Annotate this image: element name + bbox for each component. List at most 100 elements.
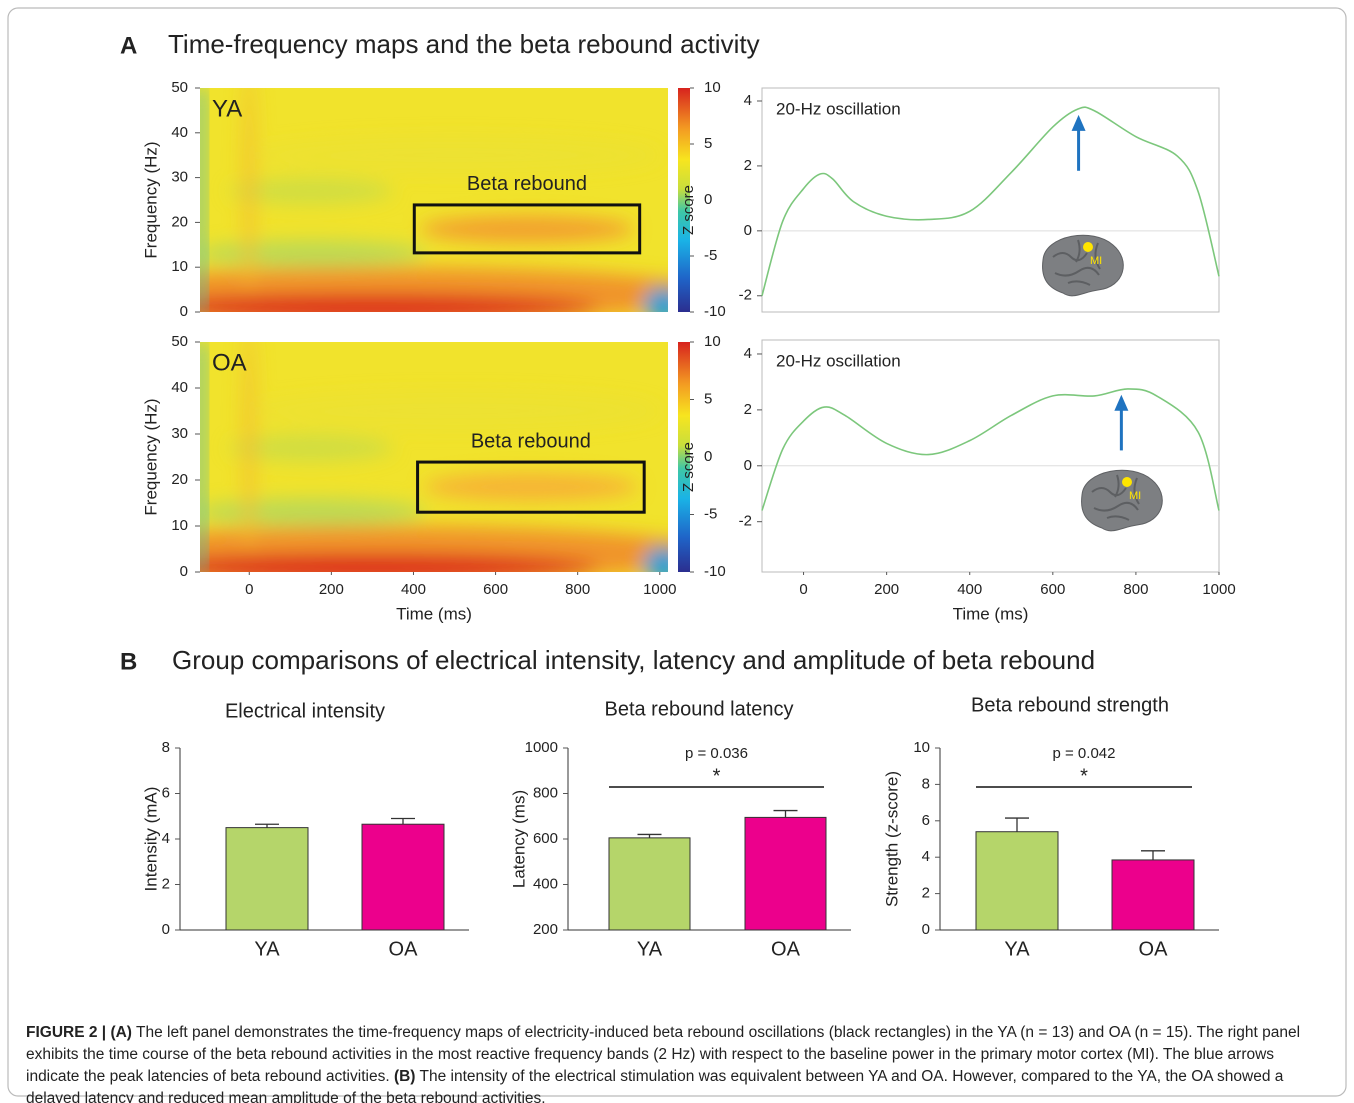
colorbar-tick-label: -10 bbox=[704, 563, 726, 580]
x-axis-label: Time (ms) bbox=[953, 604, 1029, 623]
region-label: MI bbox=[1129, 490, 1141, 502]
heatmap bbox=[200, 88, 668, 312]
brain bbox=[1081, 469, 1163, 532]
box bbox=[412, 203, 642, 255]
colorbar-tick-label: 0 bbox=[704, 448, 712, 465]
y-tick-label: 8 bbox=[162, 739, 170, 756]
y-tick-label: 2 bbox=[744, 401, 752, 418]
region-dot bbox=[1122, 477, 1132, 487]
heatmap-region bbox=[200, 553, 599, 572]
y-tick-label: 50 bbox=[171, 79, 188, 96]
x-tick-label: YA bbox=[1004, 938, 1030, 960]
y-tick-label: 50 bbox=[171, 333, 188, 350]
colorbar bbox=[678, 88, 690, 312]
y-tick-label: -2 bbox=[739, 287, 752, 304]
y-tick-label: 6 bbox=[162, 784, 170, 801]
box bbox=[416, 460, 646, 514]
y-tick-label: 4 bbox=[162, 830, 170, 847]
group-label: YA bbox=[212, 95, 242, 122]
heatmap-region bbox=[200, 240, 426, 268]
significance-marker: * bbox=[1080, 765, 1088, 787]
caption-text: The left panel demonstrates the time-fre… bbox=[26, 1024, 1301, 1085]
bar bbox=[608, 837, 691, 931]
colorbar-tick-label: 10 bbox=[704, 333, 721, 350]
colorbar-tick-label: -5 bbox=[704, 505, 717, 522]
y-tick-label: 4 bbox=[922, 848, 930, 865]
bar bbox=[744, 816, 827, 931]
arrow-head bbox=[1071, 114, 1086, 131]
error-bar bbox=[1141, 850, 1165, 860]
box-label: Beta rebound bbox=[467, 173, 587, 195]
y-tick-label: 200 bbox=[533, 921, 558, 938]
y-tick-label: 40 bbox=[171, 124, 188, 141]
brain bbox=[1042, 234, 1124, 297]
y-tick-label: 10 bbox=[171, 258, 188, 275]
figure-border bbox=[7, 7, 1347, 1097]
x-tick-label: 400 bbox=[957, 581, 982, 598]
heatmap-blobs bbox=[200, 342, 668, 572]
x-tick-label: 200 bbox=[319, 581, 344, 598]
region-label: MI bbox=[1090, 255, 1102, 267]
y-tick-label: 0 bbox=[180, 303, 188, 320]
y-axis-label: Strength (z-score) bbox=[882, 771, 901, 907]
colorbar-tick-label: -5 bbox=[704, 247, 717, 264]
y-axis-label: Latency (ms) bbox=[509, 790, 528, 888]
heatmap-region bbox=[241, 88, 257, 290]
group-label: OA bbox=[212, 349, 247, 376]
bar bbox=[225, 827, 309, 931]
y-tick-label: 2 bbox=[744, 157, 752, 174]
plot-frame bbox=[761, 87, 1220, 313]
y-tick-label: 20 bbox=[171, 471, 188, 488]
x-tick-label: 800 bbox=[565, 581, 590, 598]
significance-marker: * bbox=[713, 765, 721, 787]
panel-title: Group comparisons of electrical intensit… bbox=[172, 645, 1095, 675]
y-tick-label: 6 bbox=[922, 812, 930, 829]
y-tick-label: 10 bbox=[171, 517, 188, 534]
heatmap bbox=[200, 342, 668, 572]
y-tick-label: 400 bbox=[533, 875, 558, 892]
error-bar bbox=[637, 833, 662, 838]
x-tick-label: 600 bbox=[1040, 581, 1065, 598]
error-bar bbox=[773, 809, 798, 818]
bar bbox=[361, 823, 445, 931]
annotation: 20-Hz oscillation bbox=[776, 99, 901, 118]
x-tick-label: 400 bbox=[401, 581, 426, 598]
box-label: Beta rebound bbox=[471, 430, 591, 452]
y-tick-label: 2 bbox=[162, 875, 170, 892]
caption-text: The intensity of the electrical stimulat… bbox=[26, 1068, 1284, 1103]
y-tick-label: -2 bbox=[739, 513, 752, 530]
colorbar bbox=[678, 342, 690, 572]
colorbar-tick-label: 0 bbox=[704, 191, 712, 208]
x-tick-label: YA bbox=[637, 938, 663, 960]
heatmap-region bbox=[249, 137, 660, 174]
y-tick-label: 8 bbox=[922, 775, 930, 792]
region-dot bbox=[1083, 242, 1093, 252]
x-tick-label: OA bbox=[771, 938, 801, 960]
x-tick-label: 200 bbox=[874, 581, 899, 598]
heatmap-region bbox=[200, 526, 668, 572]
p-value: p = 0.036 bbox=[685, 745, 748, 762]
arrow-head bbox=[1114, 394, 1129, 411]
brain-folds bbox=[1091, 474, 1140, 521]
plot-frame bbox=[761, 339, 1220, 573]
heatmap-region bbox=[228, 177, 393, 205]
caption-part: (A) bbox=[110, 1024, 132, 1041]
heatmap-region bbox=[241, 342, 257, 549]
heatmap-region bbox=[200, 498, 426, 526]
heatmap-blobs bbox=[200, 88, 668, 312]
y-tick-label: 10 bbox=[913, 739, 930, 756]
annotation: 20-Hz oscillation bbox=[776, 351, 901, 370]
colorbar-label: Z score bbox=[680, 185, 697, 235]
y-tick-label: 4 bbox=[744, 345, 752, 362]
x-tick-label: OA bbox=[389, 938, 419, 960]
heatmap-edge bbox=[200, 88, 205, 312]
error-bar bbox=[391, 817, 415, 825]
p-value: p = 0.042 bbox=[1053, 745, 1116, 762]
y-tick-label: 0 bbox=[744, 457, 752, 474]
bar bbox=[975, 831, 1059, 931]
bar bbox=[1111, 859, 1195, 931]
x-tick-label: 600 bbox=[483, 581, 508, 598]
y-tick-label: 800 bbox=[533, 784, 558, 801]
